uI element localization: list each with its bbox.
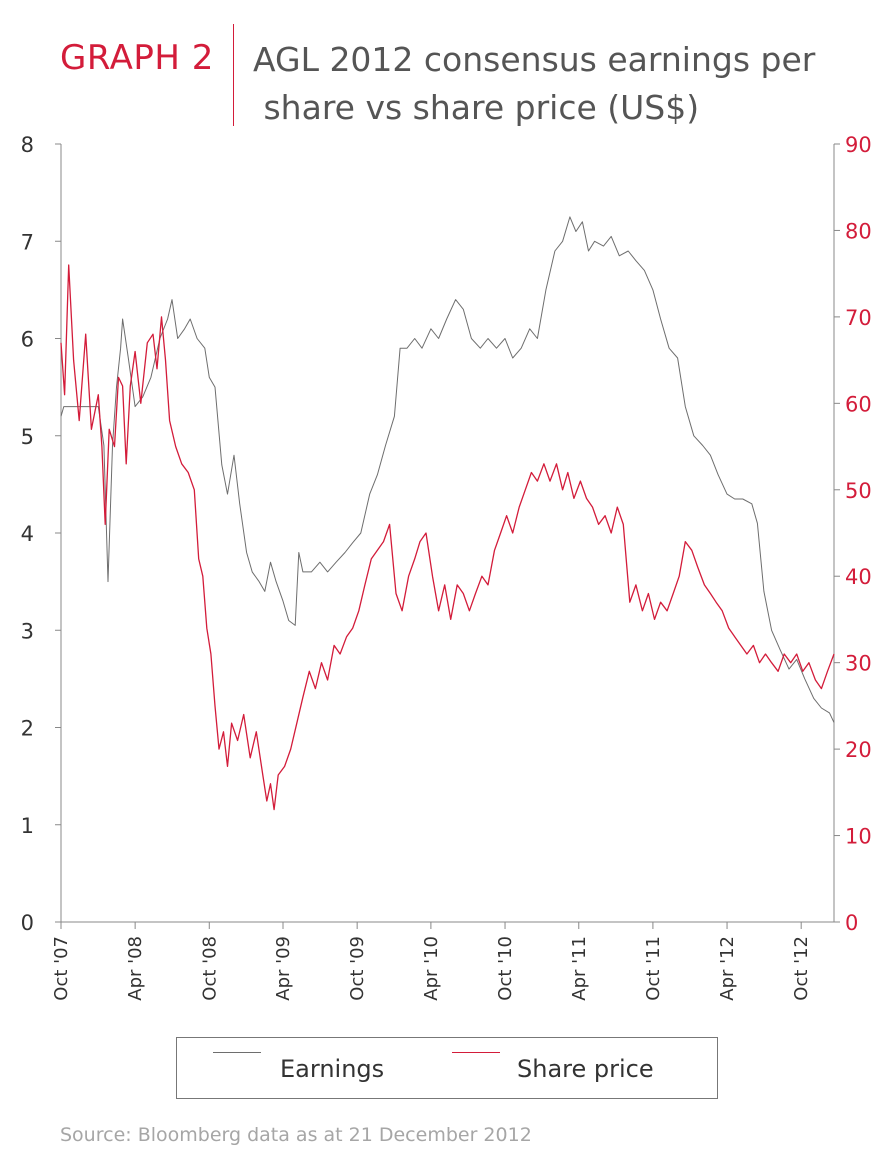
- left-tick-label: 0: [21, 911, 34, 935]
- title-divider: [233, 24, 234, 126]
- left-tick-label: 4: [21, 522, 34, 546]
- chart-legend: Earnings Share price: [176, 1037, 718, 1099]
- legend-swatch-earnings: [213, 1052, 261, 1053]
- chart-title: AGL 2012 consensus earnings per share vs…: [253, 40, 816, 127]
- x-tick-label: Apr '09: [273, 936, 294, 1001]
- left-tick-label: 8: [21, 133, 34, 157]
- right-tick-label: 60: [845, 392, 872, 416]
- x-tick-label: Apr '10: [421, 936, 442, 1001]
- legend-label-share-price: Share price: [517, 1055, 654, 1083]
- series-layer: [60, 216, 835, 811]
- earnings-series-line: [60, 216, 835, 723]
- x-tick-label: Apr '12: [717, 936, 738, 1001]
- x-tick-label: Oct '12: [791, 936, 812, 1001]
- chart-axes: [60, 144, 835, 923]
- x-axis-ticks: Oct '07 Apr '08 Oct '08 Apr '09 Oct '09 Apr '…: [51, 922, 812, 1001]
- right-tick-label: 40: [845, 565, 872, 589]
- right-tick-label: 10: [845, 825, 872, 849]
- left-tick-label: 1: [21, 814, 34, 838]
- right-tick-label: 20: [845, 738, 872, 762]
- left-axis-ticks: 0 1 2 3 4 5 6 7 8: [21, 133, 61, 935]
- right-tick-label: 30: [845, 652, 872, 676]
- graph-label: GRAPH 2: [60, 38, 214, 78]
- x-tick-label: Oct '10: [495, 936, 516, 1001]
- right-tick-label: 50: [845, 479, 872, 503]
- right-tick-label: 0: [845, 911, 858, 935]
- right-tick-label: 70: [845, 306, 872, 330]
- left-tick-label: 2: [21, 717, 34, 741]
- legend-label-earnings: Earnings: [280, 1055, 385, 1083]
- right-axis-ticks: 0 10 20 30 40 50 60 70 80 90: [834, 133, 872, 935]
- x-tick-label: Oct '09: [347, 936, 368, 1001]
- right-tick-label: 80: [845, 219, 872, 243]
- x-tick-label: Oct '08: [199, 936, 220, 1001]
- left-tick-label: 5: [21, 425, 34, 449]
- chart-header: GRAPH 2 AGL 2012 consensus earnings per …: [0, 0, 893, 140]
- right-tick-label: 90: [845, 133, 872, 157]
- x-tick-label: Apr '11: [569, 936, 590, 1001]
- x-tick-label: Oct '07: [51, 936, 72, 1001]
- share-price-series-line: [60, 264, 835, 811]
- legend-swatch-share-price: [452, 1052, 500, 1053]
- left-tick-label: 7: [21, 230, 34, 254]
- left-tick-label: 6: [21, 328, 34, 352]
- source-note: Source: Bloomberg data as at 21 December…: [60, 1124, 532, 1146]
- left-tick-label: 3: [21, 619, 34, 643]
- x-tick-label: Oct '11: [643, 936, 664, 1001]
- x-tick-label: Apr '08: [125, 936, 146, 1001]
